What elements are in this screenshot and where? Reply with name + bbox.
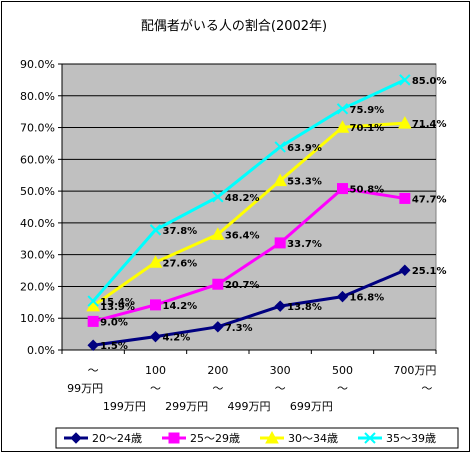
- x-tick-label: 299万円: [165, 400, 208, 413]
- x-tick-label: 100: [145, 364, 166, 377]
- data-label: 25.1%: [412, 266, 447, 277]
- data-label: 20.7%: [225, 280, 260, 291]
- x-tick-label: ～: [275, 382, 286, 395]
- x-tick-label: ～: [88, 364, 99, 377]
- data-point-marker: [335, 120, 350, 133]
- legend-marker: [265, 430, 279, 444]
- data-point-marker: [337, 183, 348, 195]
- data-point-marker: [212, 321, 224, 333]
- data-label: 13.9%: [100, 302, 135, 313]
- legend-label: 30～34歳: [288, 432, 338, 445]
- data-label: 53.3%: [287, 177, 322, 188]
- legend-marker: [364, 432, 376, 444]
- series-3: [86, 116, 412, 312]
- series-line: [92, 268, 406, 347]
- y-tick-label: 30.0%: [20, 249, 55, 262]
- data-point-marker: [397, 116, 412, 129]
- x-tick-label: ～: [212, 382, 223, 395]
- data-point-marker: [274, 141, 286, 153]
- data-label: 37.8%: [163, 226, 198, 237]
- data-label: 7.3%: [225, 323, 253, 334]
- data-point-marker: [87, 339, 99, 351]
- data-label: 27.6%: [163, 258, 198, 269]
- y-tick-label: 10.0%: [20, 312, 55, 325]
- y-tick-label: 20.0%: [20, 280, 55, 293]
- data-label: 36.4%: [225, 230, 260, 241]
- data-point-marker: [399, 74, 411, 86]
- data-label: 9.0%: [100, 317, 128, 328]
- x-tick-label: 499万円: [228, 400, 271, 413]
- data-label: 13.8%: [287, 302, 322, 313]
- data-point-marker: [87, 315, 99, 327]
- data-label: 16.8%: [350, 293, 385, 304]
- y-tick-label: 70.0%: [20, 122, 55, 135]
- y-tick-label: 60.0%: [20, 153, 55, 166]
- data-point-marker: [148, 255, 163, 268]
- y-tick-label: 0.0%: [27, 344, 55, 357]
- series-line: [92, 186, 406, 323]
- legend-item: 20～24歳: [64, 432, 142, 445]
- data-point-marker: [150, 299, 161, 311]
- data-point-marker: [336, 103, 349, 115]
- series-2: [87, 183, 411, 327]
- data-label: 63.9%: [287, 143, 322, 154]
- data-point-marker: [336, 290, 349, 303]
- data-label: 33.7%: [287, 239, 322, 250]
- data-label: 1.5%: [100, 341, 128, 352]
- x-tick-label: 200: [207, 364, 228, 377]
- data-point-marker: [274, 300, 286, 312]
- chart-title: 配偶者がいる人の割合(2002年): [141, 18, 327, 34]
- data-point-marker: [149, 224, 162, 236]
- data-label: 70.1%: [350, 123, 385, 134]
- x-tick-label: 500: [332, 364, 353, 377]
- y-tick-label: 50.0%: [20, 185, 55, 198]
- data-point-marker: [210, 227, 225, 240]
- x-tick-label: ～: [421, 382, 432, 395]
- line-chart: 配偶者がいる人の割合(2002年) 0.0% 10.0% 20.0% 30.0% 40.…: [20, 18, 459, 449]
- data-point-marker: [273, 173, 288, 187]
- legend-item: 35～39歳: [358, 432, 436, 445]
- data-label: 50.8%: [350, 185, 385, 196]
- x-tick-label: 699万円: [290, 400, 333, 413]
- data-label: 71.4%: [412, 119, 447, 130]
- data-label: 4.2%: [163, 333, 191, 344]
- x-tick-label: ～: [150, 382, 161, 395]
- data-point-marker: [149, 330, 162, 343]
- data-point-marker: [399, 264, 411, 276]
- y-tick-label: 80.0%: [20, 90, 55, 103]
- data-point-marker: [87, 295, 99, 307]
- data-label: 48.2%: [225, 193, 260, 204]
- y-tick-label: 40.0%: [20, 217, 55, 230]
- series-line: [92, 78, 406, 303]
- x-tick-label: ～: [337, 382, 348, 395]
- data-label: 15.4%: [100, 297, 135, 308]
- x-tick-label: 700万円: [393, 364, 436, 377]
- legend-label: 20～24歳: [92, 432, 142, 445]
- x-tick-label: 99万円: [67, 382, 103, 395]
- data-label: 47.7%: [412, 194, 447, 205]
- data-point-marker: [212, 191, 224, 203]
- series-line: [92, 121, 405, 308]
- x-tick-label: 300: [270, 364, 291, 377]
- legend-box: [55, 427, 459, 449]
- data-point-marker: [274, 237, 286, 249]
- data-point-marker: [212, 278, 224, 290]
- data-point-marker: [399, 192, 411, 204]
- series-4: [87, 74, 411, 307]
- data-label: 14.2%: [163, 301, 198, 312]
- legend-label: 25～29歳: [190, 432, 240, 445]
- x-tick-label: 199万円: [103, 400, 146, 413]
- series-1: [87, 264, 411, 351]
- legend-item: 25～29歳: [162, 432, 240, 445]
- data-label: 85.0%: [412, 76, 447, 87]
- data-label: 75.9%: [350, 105, 385, 116]
- legend-item: 30～34歳: [260, 430, 338, 445]
- legend-marker: [168, 432, 180, 444]
- legend-label: 35～39歳: [386, 432, 436, 445]
- legend-marker: [70, 432, 82, 444]
- y-tick-label: 90.0%: [20, 58, 55, 71]
